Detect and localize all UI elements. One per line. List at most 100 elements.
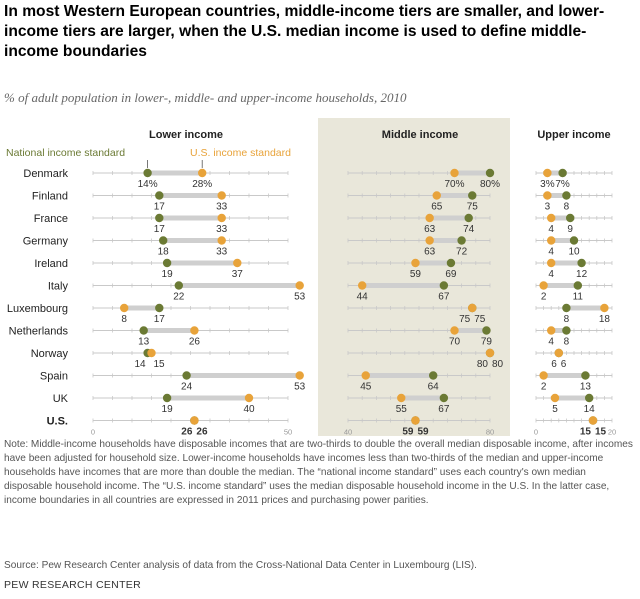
national-dot-luxembourg bbox=[155, 303, 164, 313]
national-dot-germany bbox=[457, 236, 466, 245]
us-dot-denmark bbox=[543, 168, 552, 178]
national-dot-italy bbox=[439, 281, 449, 290]
us-value-label: 63 bbox=[424, 247, 436, 258]
national-value-label: 59 bbox=[417, 427, 429, 438]
us-value-label: 26 bbox=[189, 337, 201, 348]
national-dot-france bbox=[464, 213, 473, 223]
us-dot-germany bbox=[425, 236, 434, 245]
national-dot-france bbox=[566, 213, 575, 223]
national-value-label: 64 bbox=[428, 382, 440, 393]
national-dot-denmark bbox=[143, 168, 152, 178]
country-label-france: France bbox=[34, 213, 68, 225]
national-value-label: 22 bbox=[173, 292, 185, 303]
axis-tick-label: 80 bbox=[486, 428, 494, 437]
chart-title: In most Western European countries, midd… bbox=[4, 3, 605, 60]
us-dot-germany bbox=[217, 236, 226, 245]
national-value-label: 75 bbox=[474, 314, 486, 325]
us-value-label: 59 bbox=[410, 269, 422, 280]
us-dot-luxembourg bbox=[468, 303, 477, 313]
national-value-label: 7% bbox=[555, 179, 570, 190]
national-dot-uk bbox=[162, 393, 172, 403]
national-value-label: 72 bbox=[456, 247, 468, 258]
us-value-label: 53 bbox=[294, 292, 306, 303]
national-dot-germany bbox=[159, 236, 168, 245]
country-label-netherlands: Netherlands bbox=[9, 326, 69, 338]
us-dot-finland bbox=[217, 191, 226, 200]
us-value-label: 75 bbox=[459, 314, 471, 325]
national-dot-netherlands bbox=[139, 326, 148, 335]
us-dot-norway bbox=[147, 348, 156, 358]
national-value-label: 17 bbox=[154, 224, 166, 235]
national-dot-spain bbox=[182, 371, 191, 380]
us-dot-luxembourg bbox=[120, 303, 129, 313]
country-label-luxembourg: Luxembourg bbox=[7, 303, 68, 315]
us-value-label: 2 bbox=[541, 382, 547, 393]
us-dot-u-s bbox=[588, 416, 598, 425]
national-value-label: 79 bbox=[481, 337, 493, 348]
us-value-label: 53 bbox=[294, 382, 306, 393]
us-dot-finland bbox=[543, 191, 552, 200]
legend-us-label: U.S. income standard bbox=[190, 147, 291, 159]
us-value-label: 28% bbox=[192, 179, 212, 190]
national-dot-netherlands bbox=[562, 326, 571, 335]
us-value-label: 4 bbox=[548, 224, 554, 235]
axis-tick-label: 0 bbox=[91, 428, 95, 437]
national-dot-denmark bbox=[485, 168, 495, 178]
us-value-label: 5 bbox=[552, 404, 558, 415]
us-value-label: 33 bbox=[216, 247, 228, 258]
us-value-label: 40 bbox=[243, 404, 255, 415]
national-value-label: 9 bbox=[567, 224, 573, 235]
us-dot-finland bbox=[432, 191, 441, 200]
national-dot-ireland bbox=[577, 258, 586, 268]
legend-national-label: National income standard bbox=[6, 147, 125, 159]
us-value-label: 3% bbox=[540, 179, 555, 190]
us-dot-denmark bbox=[198, 168, 207, 178]
us-dot-france bbox=[425, 213, 434, 223]
us-value-label: 63 bbox=[424, 224, 436, 235]
us-dot-ireland bbox=[233, 258, 242, 268]
us-value-label: 44 bbox=[357, 292, 369, 303]
national-dot-ireland bbox=[162, 258, 172, 268]
national-dot-luxembourg bbox=[562, 303, 571, 313]
us-dot-ireland bbox=[547, 258, 556, 268]
national-value-label: 18 bbox=[158, 247, 170, 258]
national-value-label: 13 bbox=[138, 337, 150, 348]
national-value-label: 8 bbox=[564, 314, 570, 325]
us-value-label: 15 bbox=[154, 359, 166, 370]
national-value-label: 67 bbox=[438, 404, 450, 415]
national-value-label: 26 bbox=[196, 427, 208, 438]
country-label-u-s: U.S. bbox=[47, 416, 68, 428]
national-dot-ireland bbox=[446, 258, 456, 268]
us-dot-uk bbox=[244, 393, 254, 403]
us-value-label: 70% bbox=[444, 179, 464, 190]
us-dot-italy bbox=[295, 281, 304, 290]
us-dot-italy bbox=[358, 281, 367, 290]
national-dot-finland bbox=[562, 191, 571, 200]
us-dot-netherlands bbox=[547, 326, 556, 335]
us-value-label: 3 bbox=[545, 202, 551, 213]
us-dot-luxembourg bbox=[600, 303, 609, 313]
axis-tick-label: 50 bbox=[284, 428, 292, 437]
national-value-label: 80% bbox=[480, 179, 500, 190]
national-value-label: 14% bbox=[138, 179, 158, 190]
us-dot-ireland bbox=[411, 258, 420, 268]
national-dot-uk bbox=[585, 393, 594, 403]
national-value-label: 10 bbox=[568, 247, 580, 258]
us-dot-norway bbox=[554, 348, 563, 358]
national-dot-netherlands bbox=[482, 326, 491, 335]
national-dot-denmark bbox=[558, 168, 567, 178]
national-dot-france bbox=[155, 213, 164, 223]
country-label-germany: Germany bbox=[23, 236, 69, 248]
us-dot-france bbox=[547, 213, 556, 223]
axis-tick-label: 40 bbox=[344, 428, 352, 437]
country-label-denmark: Denmark bbox=[23, 168, 68, 180]
national-dot-italy bbox=[174, 281, 183, 290]
us-value-label: 59 bbox=[402, 427, 414, 438]
country-label-uk: UK bbox=[53, 393, 69, 405]
us-dot-netherlands bbox=[450, 326, 459, 335]
us-value-label: 33 bbox=[216, 224, 228, 235]
us-value-label: 4 bbox=[548, 337, 554, 348]
national-value-label: 15 bbox=[595, 427, 607, 438]
national-value-label: 11 bbox=[573, 292, 584, 303]
us-value-label: 4 bbox=[548, 247, 554, 258]
